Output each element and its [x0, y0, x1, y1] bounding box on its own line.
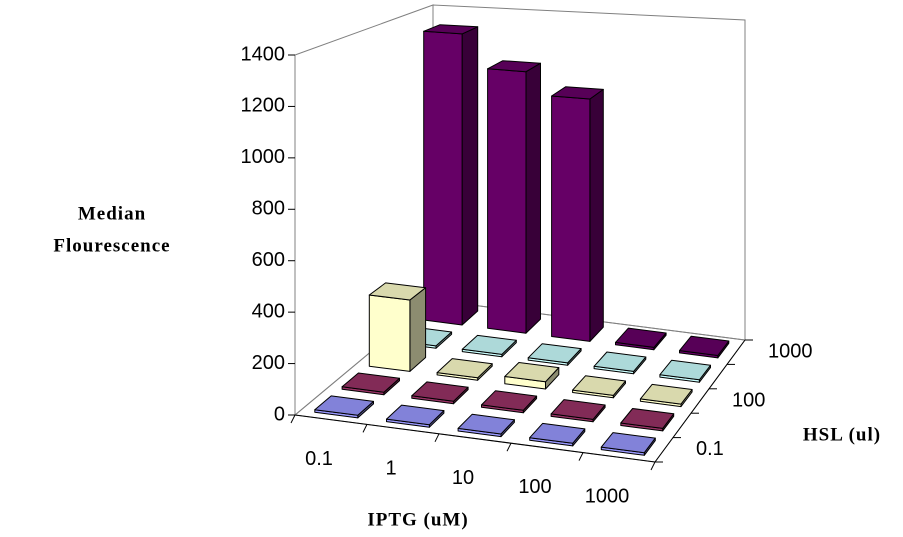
x-tick	[506, 442, 512, 452]
bar	[527, 343, 582, 366]
y-tick-label: 600	[252, 249, 285, 271]
x-tick-label: 0.1	[305, 448, 333, 470]
bar	[551, 86, 604, 342]
bar	[620, 408, 675, 432]
y-tick-label: 1400	[241, 43, 286, 65]
bar	[457, 413, 515, 438]
y-tick-label: 1200	[241, 95, 286, 117]
bar-top	[600, 432, 656, 454]
x-axis	[294, 414, 656, 463]
z-tick-label: 1000	[768, 340, 813, 362]
bar-top	[481, 390, 538, 411]
bar	[593, 351, 647, 375]
bar	[436, 358, 493, 381]
bar-top	[620, 408, 675, 429]
z-axis	[654, 339, 746, 463]
bar	[659, 359, 711, 383]
bar	[504, 362, 560, 390]
bar	[411, 381, 469, 405]
bar-front	[423, 30, 463, 326]
bar-top	[457, 413, 515, 435]
bar	[615, 327, 667, 351]
bar-top	[593, 351, 647, 372]
y-tick-label: 400	[252, 300, 285, 322]
bar	[679, 335, 730, 359]
bar-top	[639, 383, 693, 405]
x-axis-title: IPTG (uM)	[367, 509, 468, 530]
bar-top	[504, 362, 560, 383]
x-tick	[650, 461, 656, 471]
bar	[572, 375, 626, 399]
bar-side	[589, 88, 604, 342]
z-axis-title: HSL (ul)	[803, 424, 881, 445]
bar-side	[461, 26, 479, 326]
x-tick-label: 10	[452, 467, 474, 489]
bar	[487, 60, 541, 334]
y-tick-label: 1000	[241, 146, 286, 168]
bar-front	[551, 95, 591, 342]
bar	[386, 404, 445, 428]
y-axis-title: Median	[78, 203, 146, 224]
x-tick	[362, 424, 368, 433]
y-tick-label: 200	[252, 352, 285, 374]
bar-side	[525, 62, 541, 334]
bar-top	[529, 422, 586, 444]
x-tick	[434, 433, 440, 443]
bar-top	[659, 359, 711, 381]
bar-top	[550, 399, 606, 420]
x-tick	[290, 414, 296, 424]
x-tick-label: 100	[518, 476, 551, 498]
bar	[423, 24, 479, 326]
bar-top	[572, 375, 626, 396]
bar	[529, 422, 586, 447]
bar-top	[341, 372, 400, 393]
bar-top	[386, 404, 445, 426]
bar	[368, 282, 427, 372]
bar-top	[411, 381, 469, 402]
bar-top	[551, 86, 604, 100]
bar-top	[487, 60, 541, 73]
bar	[314, 395, 374, 419]
bar-top	[527, 343, 582, 364]
x-tick-label: 1000	[585, 486, 630, 508]
bar	[461, 334, 517, 358]
bar-top	[368, 282, 427, 301]
bar-top	[615, 327, 667, 348]
bar-front	[487, 68, 527, 334]
y-axis-title: Flourescence	[53, 235, 170, 256]
z-tick-label: 100	[732, 389, 765, 411]
x-tick	[578, 452, 584, 461]
bar-top	[436, 358, 493, 379]
bar	[600, 432, 656, 456]
bar	[481, 390, 538, 414]
bar-top	[314, 395, 374, 416]
y-tick-label: 800	[252, 198, 285, 220]
bar-front	[368, 294, 411, 372]
bar	[550, 399, 606, 423]
bar-side	[409, 287, 427, 372]
z-tick-label: 0.1	[696, 438, 724, 460]
bar	[639, 383, 693, 408]
bar-top	[461, 334, 517, 355]
x-tick-label: 1	[385, 457, 396, 479]
bar	[341, 372, 400, 396]
bar-top	[423, 24, 479, 35]
bar-top	[679, 335, 730, 356]
y-tick-label: 0	[274, 403, 285, 425]
